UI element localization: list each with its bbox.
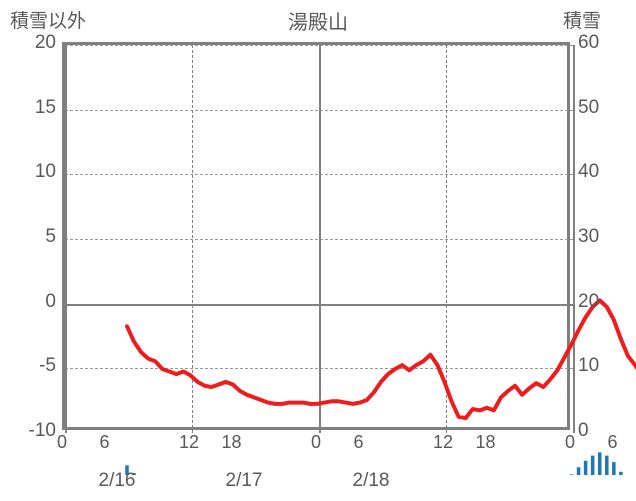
daylabel-218: 2/18 — [316, 470, 426, 492]
right-axis-label: 積雪 — [563, 6, 601, 33]
daylabel-217: 2/17 — [189, 470, 299, 492]
daylabel-216: 2/16 — [62, 470, 172, 492]
ytick-right-50: 50 — [578, 97, 618, 119]
ytick-right-60: 60 — [578, 32, 618, 54]
xtick-5: 6 — [344, 432, 374, 453]
xtick-4: 0 — [301, 432, 331, 453]
ytick-right-10: 10 — [578, 355, 618, 377]
left-axis-label: 積雪以外 — [10, 6, 86, 33]
xtick-0: 0 — [47, 432, 77, 453]
ytick-right-20: 20 — [578, 291, 618, 313]
xtick-1: 6 — [90, 432, 120, 453]
ytick-left-15: 15 — [20, 97, 56, 119]
ytick-left-0: 0 — [20, 291, 56, 313]
snow-bar — [619, 472, 623, 475]
chart-title: 湯殿山 — [0, 6, 636, 35]
ytick-left-5: 5 — [20, 226, 56, 248]
chart-container: 湯殿山 積雪以外 積雪 20 15 10 5 0 -5 -10 60 50 40 — [0, 0, 636, 501]
ytick-left-10: 10 — [20, 161, 56, 183]
temperature-line — [127, 300, 636, 418]
gridline-day0 — [65, 45, 67, 433]
ytick-right-40: 40 — [578, 161, 618, 183]
ytick-left-20: 20 — [20, 32, 56, 54]
snow-bar — [570, 474, 574, 475]
xtick-3: 18 — [217, 432, 247, 453]
xtick-6: 12 — [428, 432, 458, 453]
snow-bar — [584, 461, 588, 475]
snow-bar — [591, 456, 595, 475]
xtick-2: 12 — [174, 432, 204, 453]
data-series-svg — [127, 87, 635, 475]
xtick-7: 18 — [471, 432, 501, 453]
ytick-left-neg5: -5 — [20, 355, 56, 377]
ytick-right-30: 30 — [578, 226, 618, 248]
plot-area — [62, 42, 570, 430]
xtick-9: 6 — [598, 432, 628, 453]
snow-bar — [598, 452, 602, 475]
xtick-8: 0 — [555, 432, 585, 453]
snow-bar — [577, 467, 581, 475]
snow-bar — [605, 456, 609, 475]
snow-bar — [612, 462, 616, 475]
